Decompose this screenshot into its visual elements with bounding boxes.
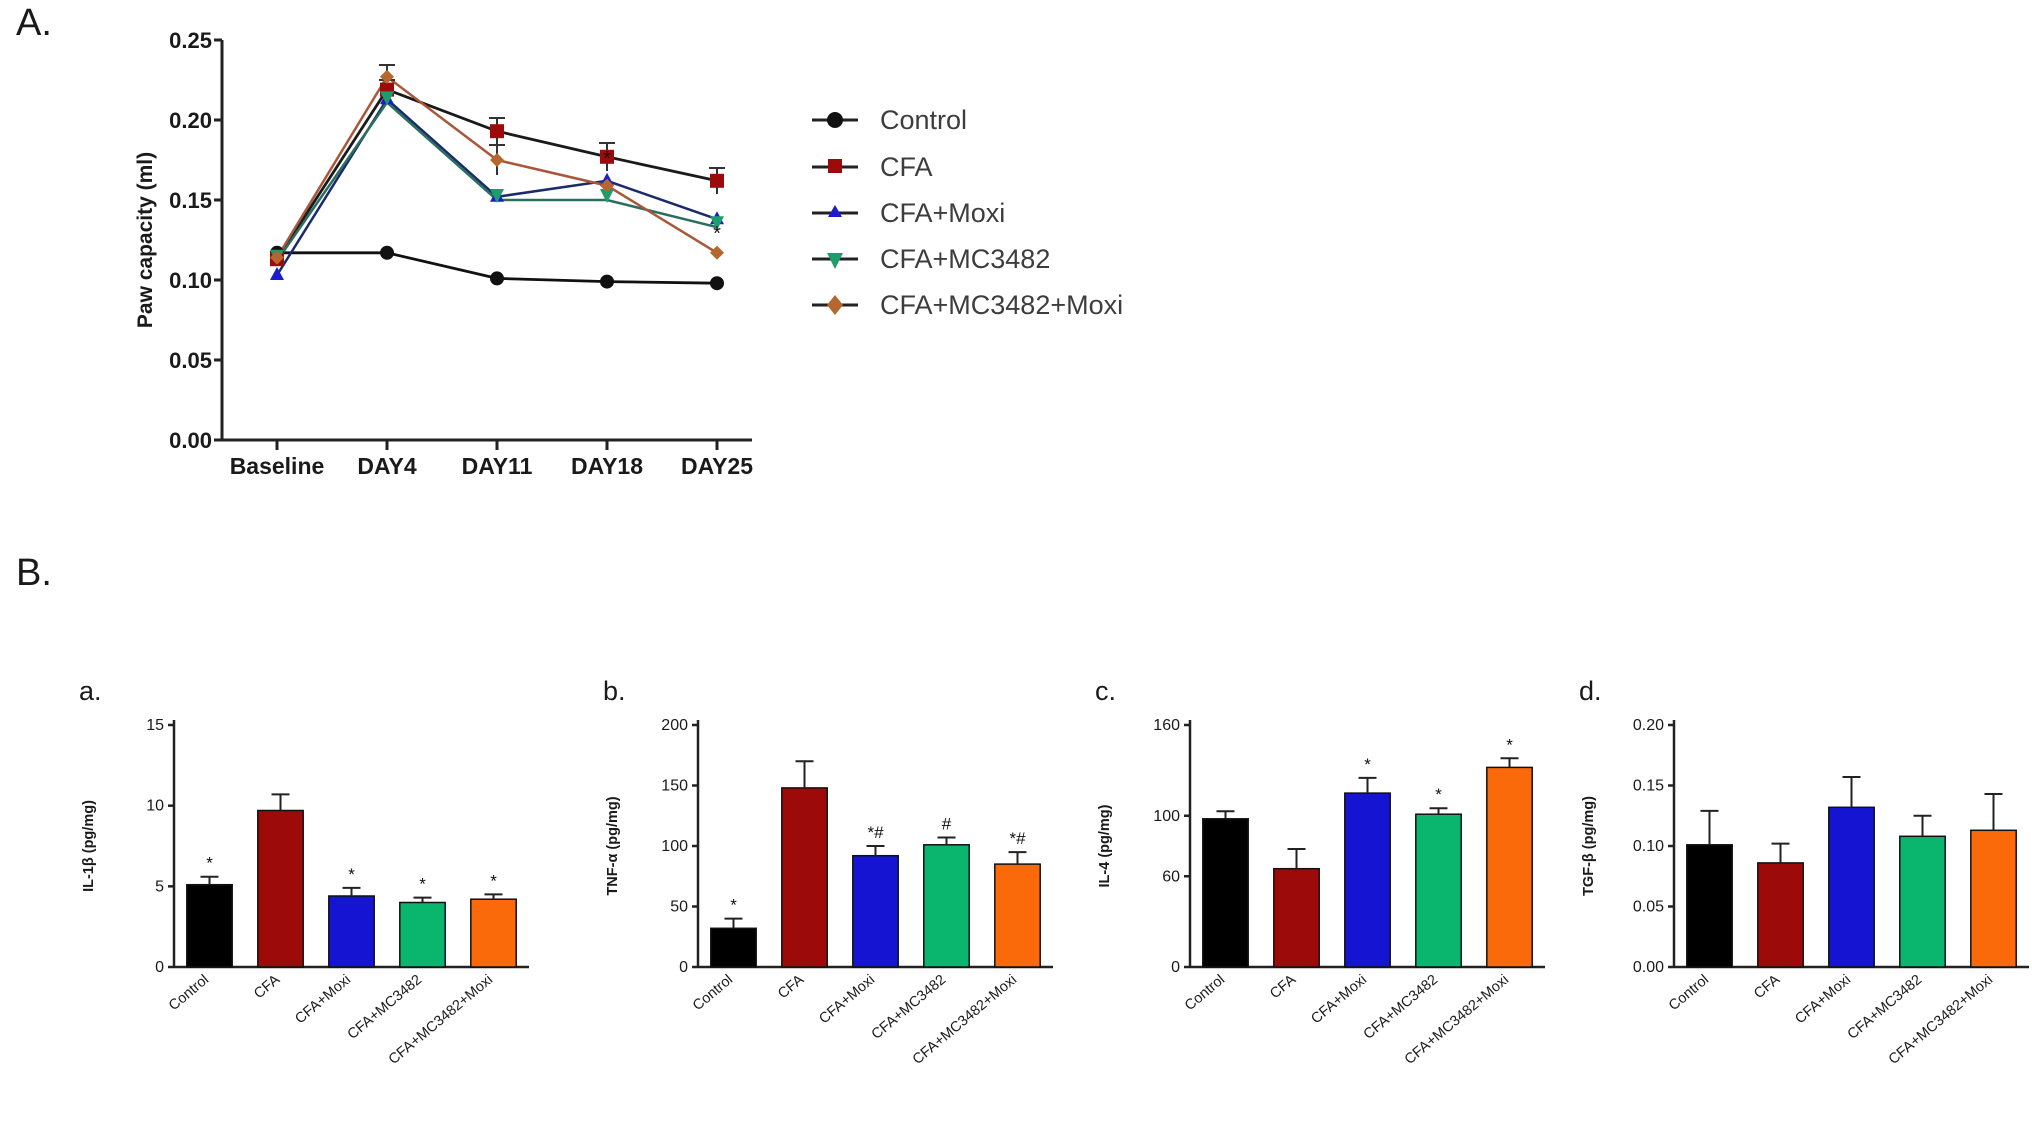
svg-text:Paw capacity (ml): Paw capacity (ml) xyxy=(134,152,157,328)
svg-text:200: 200 xyxy=(661,717,688,734)
svg-text:IL-1β (pg/mg): IL-1β (pg/mg) xyxy=(81,800,97,892)
svg-text:Control: Control xyxy=(166,972,212,1014)
svg-text:*: * xyxy=(1364,755,1371,774)
svg-text:#: # xyxy=(942,815,952,834)
svg-text:CFA: CFA xyxy=(251,972,283,1003)
svg-text:0.00: 0.00 xyxy=(1633,959,1664,976)
svg-text:CFA+Moxi: CFA+Moxi xyxy=(1308,972,1370,1028)
svg-text:*: * xyxy=(1506,735,1513,754)
svg-text:Control: Control xyxy=(690,972,736,1014)
svg-text:CFA+Moxi: CFA+Moxi xyxy=(816,972,878,1028)
svg-text:150: 150 xyxy=(661,778,688,795)
svg-text:a.: a. xyxy=(79,676,102,706)
svg-text:Control: Control xyxy=(880,105,967,135)
svg-text:TGF-β (pg/mg): TGF-β (pg/mg) xyxy=(1581,796,1597,896)
svg-text:*: * xyxy=(348,865,355,884)
svg-text:CFA+Moxi: CFA+Moxi xyxy=(292,972,354,1028)
svg-text:CFA: CFA xyxy=(880,152,933,182)
svg-text:0: 0 xyxy=(679,959,688,976)
svg-text:CFA+MC3482+Moxi: CFA+MC3482+Moxi xyxy=(880,290,1123,320)
svg-text:*: * xyxy=(1435,785,1442,804)
svg-text:CFA: CFA xyxy=(775,972,807,1003)
svg-text:5: 5 xyxy=(155,878,164,895)
svg-text:0.15: 0.15 xyxy=(169,188,212,213)
svg-text:0.00: 0.00 xyxy=(169,428,212,453)
svg-text:DAY11: DAY11 xyxy=(462,453,533,479)
svg-text:d.: d. xyxy=(1579,676,1602,706)
svg-text:c.: c. xyxy=(1095,676,1116,706)
svg-text:0: 0 xyxy=(1171,959,1180,976)
svg-text:*: * xyxy=(730,896,737,915)
svg-text:100: 100 xyxy=(1153,808,1180,825)
svg-text:IL-4 (pg/mg): IL-4 (pg/mg) xyxy=(1097,804,1113,887)
svg-text:Control: Control xyxy=(1666,972,1712,1014)
svg-text:0.20: 0.20 xyxy=(1633,717,1664,734)
svg-text:0: 0 xyxy=(155,959,164,976)
svg-text:*: * xyxy=(603,148,611,170)
svg-text:CFA: CFA xyxy=(1267,972,1299,1003)
svg-text:DAY18: DAY18 xyxy=(571,453,643,479)
svg-text:CFA+Moxi: CFA+Moxi xyxy=(1792,972,1854,1028)
svg-text:0.05: 0.05 xyxy=(169,348,212,373)
svg-text:160: 160 xyxy=(1153,717,1180,734)
svg-text:DAY4: DAY4 xyxy=(357,453,416,479)
svg-text:CFA+MC3482: CFA+MC3482 xyxy=(880,244,1050,274)
svg-text:*: * xyxy=(419,875,426,894)
svg-text:*#: *# xyxy=(1009,829,1026,848)
svg-text:0.10: 0.10 xyxy=(169,268,212,293)
svg-text:0.20: 0.20 xyxy=(169,108,212,133)
svg-text:50: 50 xyxy=(670,899,688,916)
svg-text:0.10: 0.10 xyxy=(1633,838,1664,855)
svg-text:*: * xyxy=(490,871,497,890)
svg-text:*: * xyxy=(206,854,213,873)
svg-text:b.: b. xyxy=(603,676,626,706)
svg-text:CFA: CFA xyxy=(1751,972,1783,1003)
svg-text:Control: Control xyxy=(1182,972,1228,1014)
svg-text:CFA+Moxi: CFA+Moxi xyxy=(880,198,1005,228)
svg-text:*#: *# xyxy=(867,823,884,842)
svg-text:0.15: 0.15 xyxy=(1633,778,1664,795)
svg-text:15: 15 xyxy=(146,717,164,734)
svg-text:10: 10 xyxy=(146,798,164,815)
svg-text:TNF-α (pg/mg): TNF-α (pg/mg) xyxy=(605,796,621,895)
svg-text:DAY25: DAY25 xyxy=(681,453,753,479)
svg-text:0.05: 0.05 xyxy=(1633,899,1664,916)
svg-text:60: 60 xyxy=(1162,868,1180,885)
svg-text:0.25: 0.25 xyxy=(169,28,212,53)
svg-text:*: * xyxy=(713,223,721,245)
svg-text:100: 100 xyxy=(661,838,688,855)
svg-text:Baseline: Baseline xyxy=(230,453,325,479)
